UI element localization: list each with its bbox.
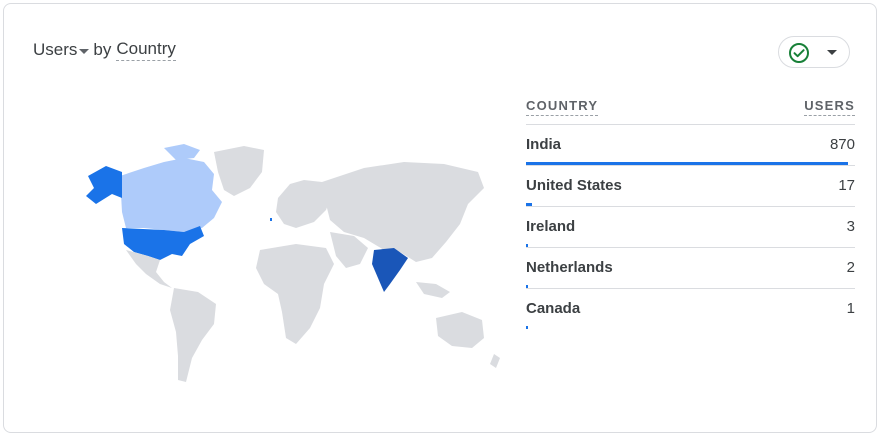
map-canada-islands: [164, 144, 200, 160]
map-europe: [276, 180, 332, 228]
share-bar: [526, 162, 848, 165]
map-india: [372, 248, 408, 292]
map-asia: [322, 162, 484, 262]
table-row[interactable]: United States 17: [526, 166, 855, 207]
user-count: 870: [829, 136, 855, 153]
map-australia: [436, 312, 484, 348]
map-africa: [256, 244, 334, 344]
country-name: United States: [526, 177, 622, 194]
status-dropdown-button[interactable]: [778, 36, 850, 68]
dimension-selector[interactable]: Country: [116, 39, 176, 61]
table-row[interactable]: Ireland 3: [526, 207, 855, 248]
card-title: Users by Country: [33, 39, 176, 61]
share-bar: [526, 244, 528, 247]
share-bar: [526, 285, 528, 288]
map-alaska: [86, 166, 122, 204]
world-map: [86, 144, 500, 382]
header-users[interactable]: USERS: [804, 98, 855, 116]
by-label: by: [93, 40, 112, 59]
header-country[interactable]: COUNTRY: [526, 98, 599, 116]
user-count: 3: [846, 218, 855, 235]
country-name: Canada: [526, 300, 581, 317]
user-count: 1: [846, 300, 855, 317]
map-new-zealand: [490, 354, 500, 368]
users-by-country-card: Users by Country: [3, 3, 877, 433]
map-mexico: [126, 250, 172, 288]
map-southeast-asia: [416, 282, 450, 298]
user-count: 2: [846, 259, 855, 276]
metric-selector[interactable]: Users: [33, 40, 77, 60]
country-name: Netherlands: [526, 259, 613, 276]
share-bar: [526, 203, 533, 206]
share-bar: [526, 326, 528, 329]
map-canada: [120, 158, 222, 232]
country-name: India: [526, 136, 562, 153]
country-name: Ireland: [526, 218, 576, 235]
check-circle-icon: [789, 43, 809, 63]
metric-label: Users: [33, 40, 78, 59]
table-row[interactable]: Canada 1: [526, 289, 855, 329]
chevron-down-icon: [827, 50, 837, 55]
map-united-states: [122, 226, 204, 260]
country-table: COUNTRY USERS India 870 United States 17…: [526, 94, 855, 329]
user-count: 17: [838, 177, 855, 194]
caret-down-icon[interactable]: [79, 48, 90, 54]
table-row[interactable]: Netherlands 2: [526, 248, 855, 289]
table-header: COUNTRY USERS: [526, 94, 855, 125]
map-ireland: [270, 218, 272, 221]
map-south-america: [170, 288, 216, 382]
map-middle-east: [330, 232, 368, 268]
map-greenland: [214, 146, 264, 196]
table-row[interactable]: India 870: [526, 125, 855, 166]
